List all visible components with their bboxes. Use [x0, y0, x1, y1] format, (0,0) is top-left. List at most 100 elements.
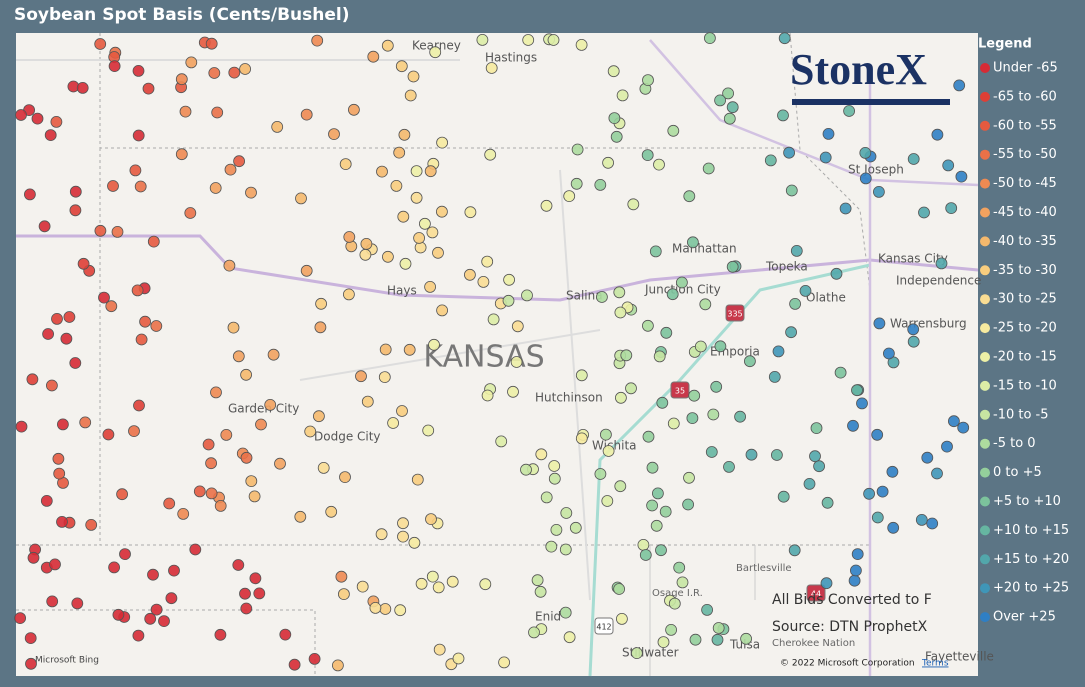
bid-marker	[158, 615, 170, 627]
bid-marker	[615, 391, 627, 404]
bid-marker	[150, 603, 163, 616]
bid-marker	[918, 206, 930, 219]
bid-marker	[479, 578, 492, 591]
bid-marker	[111, 225, 124, 238]
legend-label: Under -65	[993, 61, 1058, 76]
bid-marker	[714, 94, 726, 107]
bid-marker	[279, 628, 292, 641]
bid-marker	[859, 146, 872, 159]
bid-marker	[379, 603, 392, 615]
bid-marker	[642, 430, 655, 443]
place-label: Dodge City	[314, 430, 381, 444]
bid-marker	[394, 604, 407, 617]
bid-marker	[503, 273, 516, 286]
bid-marker	[856, 397, 868, 410]
bid-marker	[521, 289, 533, 302]
bid-marker	[245, 475, 258, 488]
bid-marker	[436, 304, 449, 317]
bid-marker	[666, 288, 679, 301]
bid-marker	[847, 419, 859, 432]
bid-marker	[112, 608, 125, 621]
bid-marker	[921, 451, 934, 464]
bid-marker	[411, 473, 424, 486]
bid-marker	[179, 105, 192, 118]
bid-marker	[264, 398, 277, 411]
bid-marker	[876, 485, 889, 498]
bid-marker	[548, 472, 561, 485]
bid-marker	[637, 539, 650, 551]
place-label: Hastings	[485, 51, 537, 65]
bid-marker	[397, 210, 410, 223]
bid-marker	[381, 39, 394, 52]
place-label: Fayetteville	[925, 650, 994, 664]
bid-marker	[51, 312, 63, 325]
legend-label: -45 to -40	[993, 205, 1057, 220]
bid-marker	[314, 321, 327, 334]
bid-marker	[531, 574, 544, 587]
bid-marker	[809, 450, 821, 463]
bid-marker	[689, 633, 702, 646]
bid-marker	[361, 395, 374, 408]
bid-marker	[27, 551, 40, 564]
bid-marker	[57, 418, 69, 431]
bid-marker	[850, 564, 862, 577]
logo-bar	[792, 99, 950, 105]
bid-marker	[387, 417, 400, 429]
bid-marker	[915, 514, 928, 526]
bid-marker	[325, 505, 338, 518]
bid-marker	[404, 89, 417, 102]
bid-marker	[540, 199, 553, 212]
bid-marker	[464, 206, 477, 219]
bid-marker	[415, 577, 428, 590]
place-label: Hays	[387, 284, 417, 298]
bid-marker	[563, 190, 576, 203]
bid-marker	[249, 572, 262, 585]
bid-marker	[312, 410, 325, 423]
bid-marker	[575, 39, 588, 51]
bid-marker	[436, 136, 449, 149]
bid-marker	[69, 185, 82, 198]
bid-marker	[56, 516, 68, 528]
terms-link[interactable]: Terms	[921, 659, 949, 669]
place-label: Tulsa	[729, 638, 760, 652]
bid-marker	[711, 633, 724, 646]
bid-marker	[98, 291, 110, 304]
bid-marker	[424, 280, 437, 293]
bid-marker	[676, 276, 688, 289]
bid-marker	[907, 323, 920, 336]
place-label: Garden City	[228, 402, 299, 416]
bid-marker	[23, 188, 36, 201]
bid-marker	[785, 326, 797, 339]
bid-marker	[105, 300, 118, 313]
bid-marker	[926, 517, 939, 530]
bid-marker	[53, 467, 66, 480]
bid-marker	[602, 156, 614, 169]
place-label: Manhattan	[672, 242, 737, 256]
bid-marker	[656, 396, 669, 409]
bid-marker	[873, 317, 886, 330]
bid-marker	[248, 490, 261, 503]
bid-marker	[376, 165, 388, 178]
bid-marker	[594, 178, 607, 191]
bid-marker	[452, 652, 465, 665]
bid-marker	[571, 143, 584, 156]
bid-marker	[883, 347, 895, 360]
bid-marker	[328, 128, 340, 141]
bid-marker	[379, 343, 392, 356]
bid-marker	[175, 148, 188, 161]
legend-swatch	[980, 294, 990, 305]
bid-marker	[239, 63, 252, 75]
bid-marker	[107, 180, 119, 192]
bid-marker	[683, 471, 695, 484]
bid-marker	[498, 656, 511, 669]
bid-marker	[601, 495, 614, 507]
bid-marker	[424, 165, 437, 178]
bid-marker	[135, 333, 148, 346]
bid-marker	[185, 56, 198, 69]
bid-marker	[821, 496, 834, 509]
bid-marker	[76, 82, 89, 94]
bid-marker	[410, 165, 423, 178]
bid-marker	[395, 60, 408, 73]
